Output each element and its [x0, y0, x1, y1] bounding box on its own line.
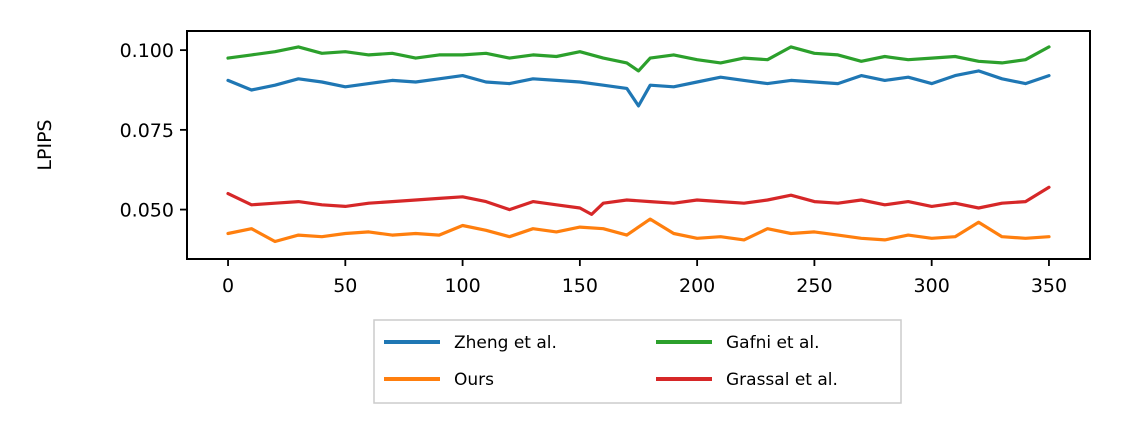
ticks-layer: 0 50 100 150 200 250 300 350 0.050 0.075 0.100	[120, 40, 1067, 297]
legend-label: Gafni et al.	[726, 333, 820, 353]
x-tick-label: 250	[796, 275, 832, 297]
x-tick-label: 100	[444, 275, 480, 297]
y-tick-label: 0.050	[120, 200, 174, 222]
y-axis-label: LPIPS	[34, 119, 56, 170]
y-tick-label: 0.100	[120, 40, 174, 62]
legend-label: Zheng et al.	[454, 333, 557, 353]
legend-label: Ours	[454, 370, 494, 390]
x-tick-label: 350	[1031, 275, 1067, 297]
x-tick-label: 300	[914, 275, 950, 297]
x-tick-label: 150	[562, 275, 598, 297]
x-tick-label: 0	[222, 275, 234, 297]
series-line-3	[226, 185, 1051, 216]
legend-label: Grassal et al.	[726, 370, 838, 390]
series-line-0	[226, 69, 1051, 108]
y-tick-label: 0.075	[120, 120, 174, 142]
legend-entries: Zheng et al. Ours Gafni et al. Grassal et a…	[384, 333, 838, 390]
x-tick-label: 50	[333, 275, 357, 297]
series-layer	[226, 45, 1051, 244]
legend-box	[373, 319, 902, 404]
series-line-2	[226, 45, 1051, 73]
x-tick-label: 200	[679, 275, 715, 297]
plot-frame	[186, 30, 1091, 260]
series-line-1	[226, 217, 1051, 244]
legend: Zheng et al. Ours Gafni et al. Grassal et a…	[373, 319, 902, 404]
